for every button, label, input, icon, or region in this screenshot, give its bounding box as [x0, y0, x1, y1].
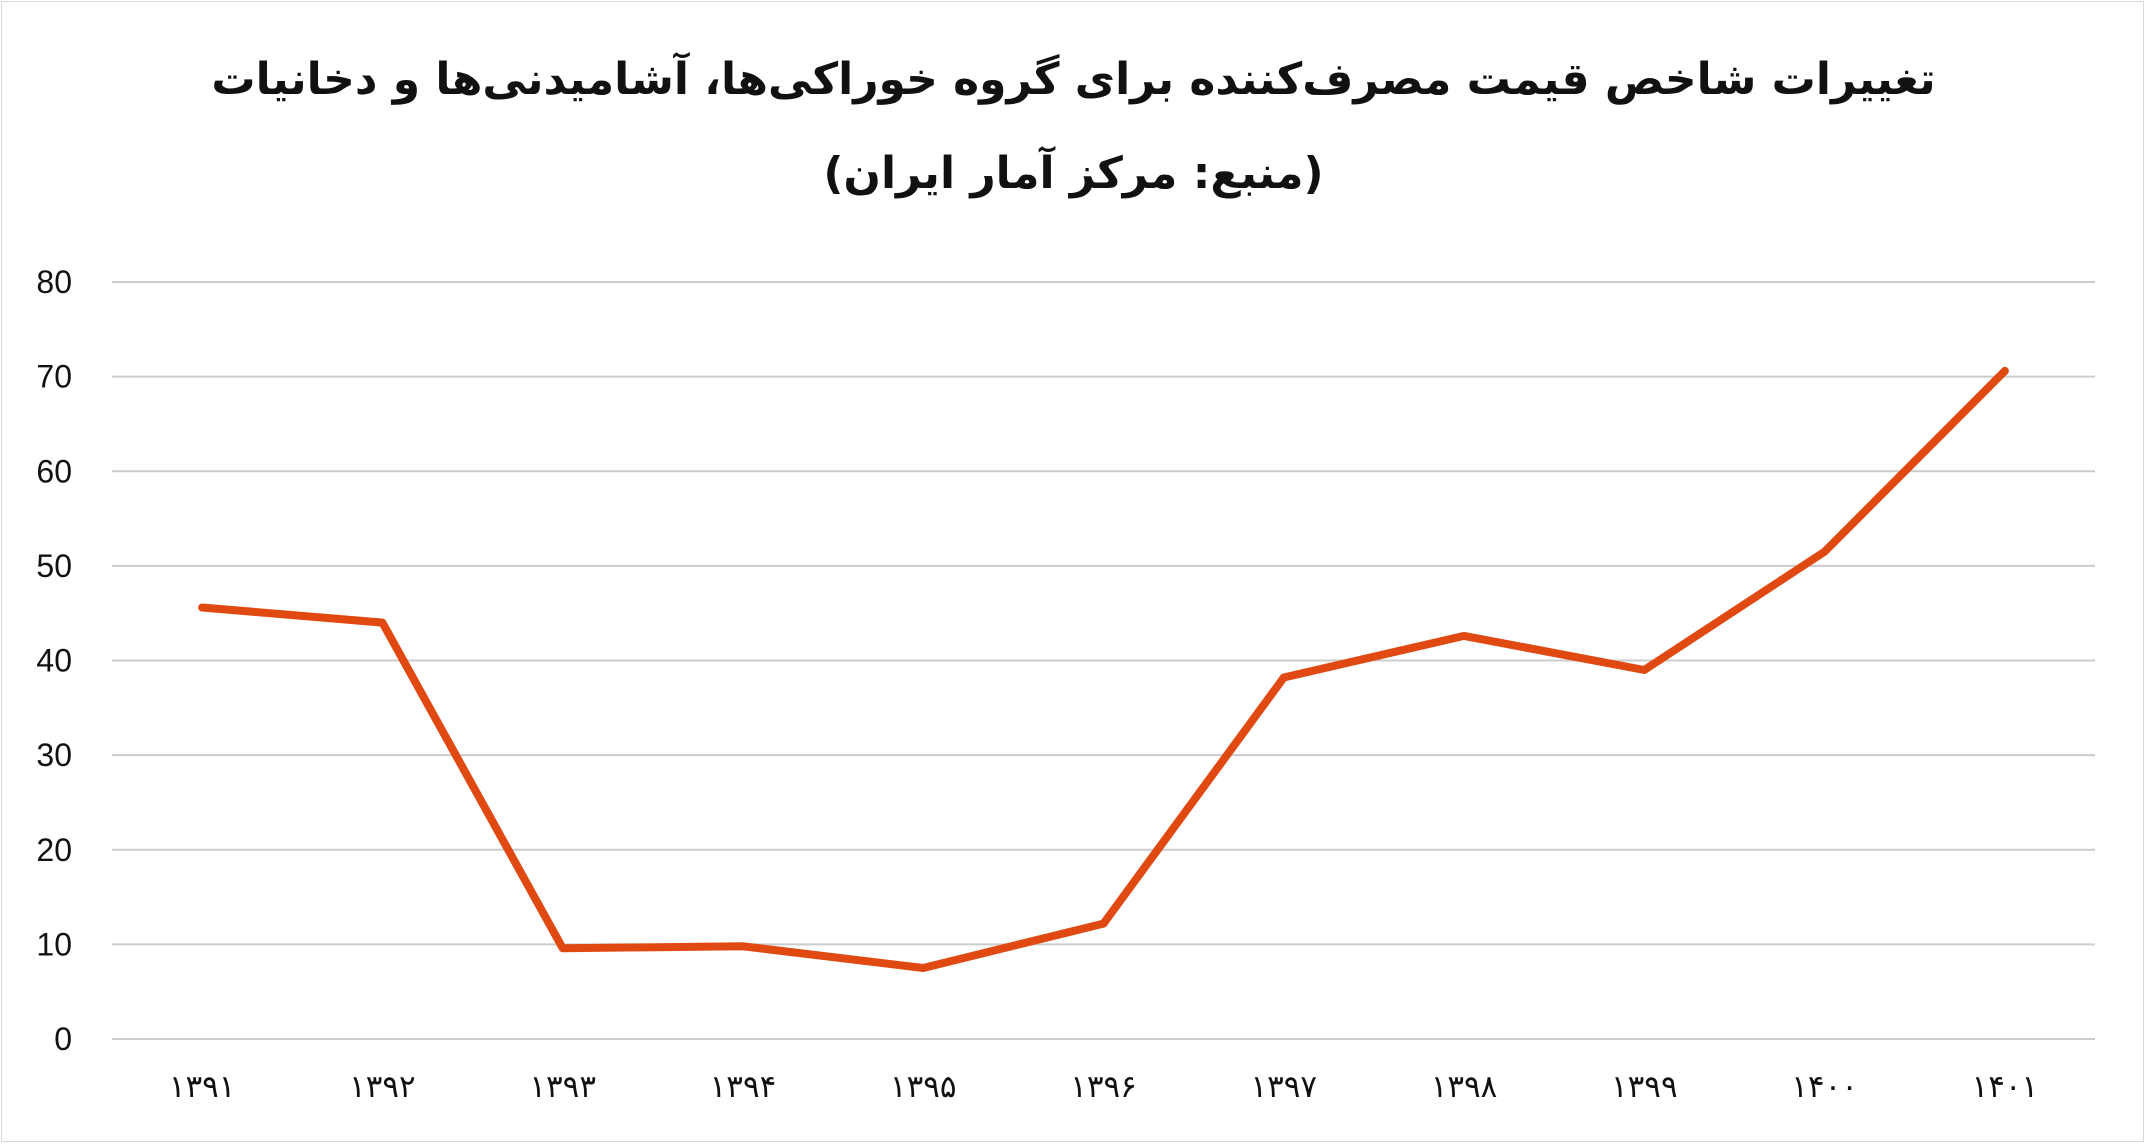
- x-tick-label: ۱۴۰۰: [1791, 1069, 1858, 1105]
- x-tick-label: ۱۴۰۱: [1972, 1069, 2039, 1105]
- x-axis: ۱۳۹۱ ۱۳۹۲ ۱۳۹۳ ۱۳۹۴ ۱۳۹۵ ۱۳۹۶ ۱۳۹۷ ۱۳۹۸ ۱۳۹۹ ۱۴۰۰…: [169, 1069, 2038, 1105]
- y-tick-label: 20: [36, 832, 72, 868]
- y-tick-label: 30: [36, 737, 72, 773]
- y-tick-label: 50: [36, 548, 72, 584]
- grid-lines: [112, 281, 2095, 1040]
- series-layer: [198, 366, 2009, 972]
- x-tick-label: ۱۳۹۸: [1431, 1069, 1498, 1105]
- y-tick-label: 40: [36, 643, 72, 679]
- x-tick-label: ۱۳۹۱: [169, 1069, 236, 1105]
- chart-title: تغییرات شاخص قیمت مصرف‌کننده برای گروه خ…: [211, 54, 1936, 105]
- x-tick-label: ۱۳۹۶: [1070, 1069, 1137, 1105]
- chart-subtitle: (منبع: مرکز آمار ایران): [823, 148, 1324, 199]
- y-axis: 0 10 20 30 40 50 60 70 80: [36, 264, 72, 1057]
- x-tick-label: ۱۳۹۵: [890, 1069, 957, 1105]
- x-tick-label: ۱۳۹۹: [1611, 1069, 1678, 1105]
- x-tick-label: ۱۳۹۲: [349, 1069, 416, 1105]
- y-tick-label: 70: [36, 359, 72, 395]
- y-tick-label: 10: [36, 926, 72, 962]
- y-tick-label: 0: [54, 1021, 72, 1057]
- x-tick-label: ۱۳۹۳: [529, 1069, 596, 1105]
- series-line: [198, 366, 2009, 972]
- x-tick-label: ۱۳۹۴: [710, 1069, 777, 1105]
- x-tick-label: ۱۳۹۷: [1250, 1069, 1317, 1105]
- y-tick-label: 60: [36, 453, 72, 489]
- y-tick-label: 80: [36, 264, 72, 300]
